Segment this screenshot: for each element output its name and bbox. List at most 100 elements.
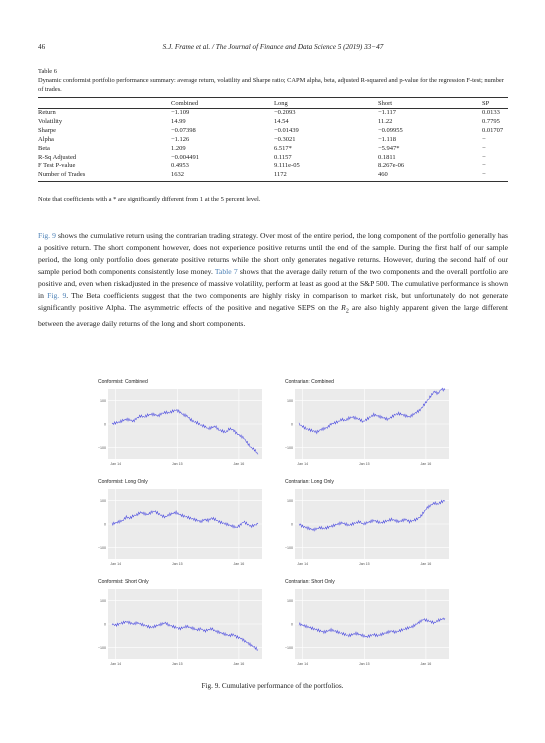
body-text-3: . The Beta coefficients suggest that the…	[38, 291, 508, 313]
table-cell: −	[482, 135, 486, 143]
x-tick-label: Jan 15	[359, 462, 370, 466]
x-tick-label: Jan 15	[172, 662, 183, 666]
chart-svg: 100 0 −100 Jan 14 Jan 15 Jan 16	[285, 589, 449, 666]
fig9-link-2[interactable]: Fig. 9	[47, 291, 67, 301]
table-cell: −0.07398	[171, 126, 196, 134]
body-text-2: shows that the average daily return of t…	[38, 267, 508, 301]
r-subscript: 2	[345, 307, 349, 315]
table-row: Beta 1.209 6.517* −5.947* −	[38, 145, 508, 154]
x-tick-label: Jan 16	[421, 462, 432, 466]
table-cell: 6.517*	[274, 144, 292, 152]
row-label: Volatility	[38, 118, 63, 126]
table-cell: 0.01707	[482, 126, 504, 134]
table-row: Sharpe −0.07398 −0.01439 −0.09955 0.01707	[38, 127, 508, 136]
table-cell: −0.3021	[274, 135, 296, 143]
table-label: Table 6	[38, 68, 57, 75]
table7-link[interactable]: Table 7	[214, 267, 238, 277]
y-tick-label: 100	[100, 399, 106, 403]
table-cell: −0.01439	[274, 126, 299, 134]
table-cell: −1.109	[171, 109, 190, 117]
y-tick-label: −100	[285, 446, 293, 450]
series-line	[298, 617, 446, 639]
y-tick-label: 100	[100, 499, 106, 503]
x-tick-label: Jan 14	[110, 562, 121, 566]
series-line	[111, 509, 259, 529]
y-tick-label: −100	[285, 546, 293, 550]
y-tick-label: 0	[104, 523, 106, 527]
series-line	[111, 408, 259, 455]
chart-panel: Conformist: Short Only 100 0 −100 Jan 14 Jan …	[90, 573, 275, 673]
col-header	[38, 97, 171, 109]
table-cell: 14.99	[171, 118, 186, 126]
running-head: S.J. Frame et al. / The Journal of Finan…	[162, 43, 384, 51]
x-tick-label: Jan 15	[359, 562, 370, 566]
table-cell: −	[482, 162, 486, 170]
y-tick-label: 0	[104, 623, 106, 627]
row-label: Return	[38, 109, 56, 117]
y-tick-label: −100	[98, 446, 106, 450]
body-paragraph: Fig. 9 shows the cumulative return using…	[38, 230, 508, 330]
chart-svg: 100 0 −100 Jan 14 Jan 15 Jan 16	[98, 389, 262, 466]
chart-svg: 100 0 −100 Jan 14 Jan 15 Jan 16	[98, 489, 262, 566]
y-tick-label: 100	[287, 499, 293, 503]
series-line	[298, 387, 446, 435]
table-cell: −1.126	[171, 135, 190, 143]
table-cell: −5.947*	[378, 144, 400, 152]
table-cell: 0.1811	[378, 153, 396, 161]
table-cell: −	[482, 144, 486, 152]
table-row: Volatility 14.99 14.54 11.22 0.7795	[38, 118, 508, 127]
x-tick-label: Jan 14	[297, 662, 308, 666]
table-cell: −0.2093	[274, 109, 296, 117]
table-cell: 14.54	[274, 118, 289, 126]
table-caption: Dynamic conformist portfolio performance…	[38, 77, 504, 93]
col-header: SP	[482, 97, 508, 109]
x-tick-label: Jan 14	[110, 462, 121, 466]
table-cell: 11.22	[378, 118, 393, 126]
y-tick-label: −100	[285, 646, 293, 650]
table-row: Number of Trades 1632 1172 460−	[38, 171, 508, 183]
x-tick-label: Jan 15	[359, 662, 370, 666]
row-label: R-Sq Adjusted	[38, 153, 77, 161]
table-cell: −0.09955	[378, 126, 403, 134]
table-header-row: Combined Long Short SP	[38, 97, 508, 109]
col-header: Long	[274, 97, 378, 109]
row-label: F Test P-value	[38, 162, 76, 170]
body-text-4: are also highly apparent given the large…	[38, 303, 508, 328]
chart-panel: Conformist: Long Only 100 0 −100 Jan 14 Jan 1…	[90, 473, 275, 573]
table-cell: −1.117	[378, 109, 397, 117]
chart-panel: Contrarian: Long Only 100 0 −100 Jan 14 Jan 1…	[277, 473, 462, 573]
x-tick-label: Jan 14	[110, 662, 121, 666]
chart-title: Contrarian: Combined	[285, 379, 334, 385]
x-tick-label: Jan 15	[172, 462, 183, 466]
chart-svg: 100 0 −100 Jan 14 Jan 15 Jan 16	[285, 489, 449, 566]
y-tick-label: −100	[98, 546, 106, 550]
chart-svg: 100 0 −100 Jan 14 Jan 15 Jan 16	[285, 387, 449, 466]
row-label: Sharpe	[38, 126, 57, 134]
fig9-link[interactable]: Fig. 9	[38, 231, 56, 240]
table-cell: −	[482, 171, 508, 183]
series-line	[298, 499, 446, 532]
row-label: Alpha	[38, 135, 54, 143]
chart-title: Conformist: Long Only	[98, 479, 148, 485]
y-tick-label: 0	[291, 623, 293, 627]
x-tick-label: Jan 16	[234, 562, 245, 566]
table-cell: 0.7795	[482, 118, 500, 126]
y-tick-label: 0	[291, 423, 293, 427]
y-tick-label: 100	[287, 599, 293, 603]
y-tick-label: 0	[104, 423, 106, 427]
table-cell: −1.118	[378, 135, 397, 143]
chart-panel: Contrarian: Short Only 100 0 −100 Jan 14 Jan …	[277, 573, 462, 673]
chart-panel: Contrarian: Combined 100 0 −100 Jan 14 Jan 15…	[277, 373, 462, 473]
row-label: Beta	[38, 144, 50, 152]
table-row: Return −1.109 −0.2093 −1.117 0.0133	[38, 109, 508, 118]
table-cell: 0.0133	[482, 109, 500, 117]
table-cell: 1.209	[171, 144, 186, 152]
figure-9: Conformist: Combined 100 0 −100 Jan 14 Jan 15…	[90, 373, 462, 673]
x-tick-label: Jan 16	[421, 662, 432, 666]
row-label: Number of Trades	[38, 171, 171, 183]
figure-caption: Fig. 9. Cumulative performance of the po…	[201, 682, 344, 690]
chart-title: Conformist: Short Only	[98, 579, 149, 585]
chart-title: Contrarian: Long Only	[285, 479, 334, 485]
table-row: F Test P-value 0.4953 9.111e-05 8.267e-06 −	[38, 162, 508, 171]
table-cell: 9.111e-05	[274, 162, 300, 170]
